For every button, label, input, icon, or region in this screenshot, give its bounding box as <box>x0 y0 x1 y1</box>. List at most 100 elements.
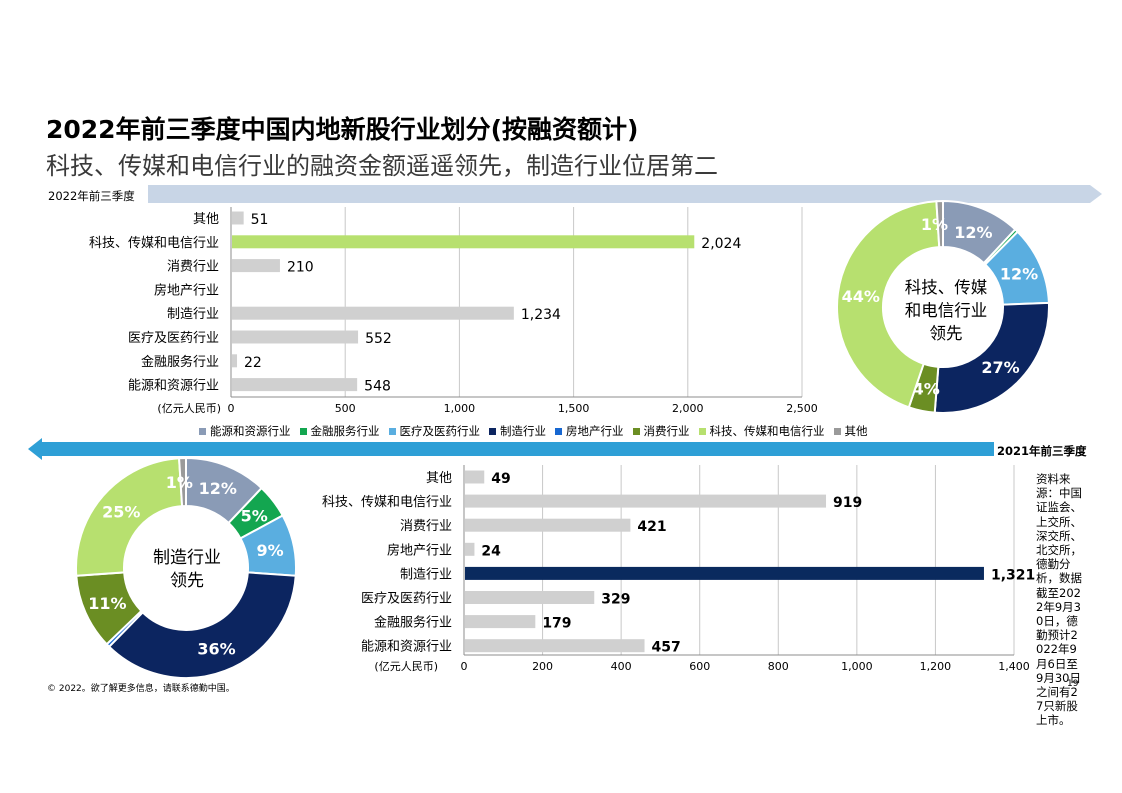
legend-swatch <box>199 427 206 435</box>
bar <box>232 211 244 225</box>
x-axis-label: (亿元人民币) <box>157 402 221 415</box>
bar <box>232 354 238 368</box>
category-label: 金融服务行业 <box>374 615 452 631</box>
bar-value-label: 179 <box>542 616 571 632</box>
bar <box>465 470 485 484</box>
bar <box>465 518 631 532</box>
x-tick-label: 800 <box>768 660 789 673</box>
donut-slice <box>933 301 1050 414</box>
bar <box>465 591 595 604</box>
legend-label: 其他 <box>844 424 868 438</box>
donut-chart-2022: 12% 12% 27% 4% 44% 1% <box>836 200 1050 414</box>
bar-value-label: 1,234 <box>521 307 561 323</box>
slice-label: 12% <box>954 223 992 242</box>
category-label: 金融服务行业 <box>141 354 219 370</box>
legend-label: 房地产行业 <box>566 424 624 438</box>
donut-slice <box>75 457 184 577</box>
legend-label: 消费行业 <box>643 424 690 438</box>
category-label: 消费行业 <box>400 519 452 534</box>
legend-swatch <box>388 427 396 435</box>
category-label: 能源和资源行业 <box>128 379 219 394</box>
legend-swatch <box>698 427 706 435</box>
donut-slice <box>107 571 297 679</box>
legend-swatch <box>299 427 307 435</box>
slice-label: 1% <box>921 215 948 234</box>
bar <box>232 378 358 392</box>
bar-value-label: 329 <box>601 592 630 608</box>
arrow-bottom-label: 2021年前三季度 <box>997 444 1087 458</box>
legend-item: 其他 <box>833 423 868 439</box>
arrow-right-shape <box>148 185 1102 203</box>
legend-label: 制造行业 <box>500 424 546 438</box>
bar-value-label: 2,024 <box>701 236 741 252</box>
arrow-banner-2022 <box>148 185 1102 203</box>
x-tick-label: 2,500 <box>786 402 818 415</box>
arrow-left-shape <box>28 438 994 460</box>
bar-value-label: 51 <box>251 212 269 228</box>
legend-label: 能源和资源行业 <box>210 424 291 438</box>
bar <box>465 615 536 629</box>
bar-value-label: 421 <box>637 519 666 535</box>
bar-value-label: 548 <box>364 379 391 395</box>
bar <box>465 566 984 580</box>
category-label: 制造行业 <box>167 307 219 322</box>
bar-value-label: 210 <box>287 260 314 276</box>
slice-label: 36% <box>197 639 235 658</box>
donut-slice <box>935 200 944 249</box>
slice-label: 4% <box>913 379 940 398</box>
slice-label: 44% <box>842 287 880 306</box>
donut-top-center-label: 科技、传媒和电信行业领先 <box>904 278 988 343</box>
legend-swatch <box>833 427 841 435</box>
legend-item: 消费行业 <box>632 423 690 439</box>
x-tick-label: 400 <box>611 660 632 673</box>
x-tick-label: 200 <box>532 660 553 673</box>
slice-label: 12% <box>199 479 237 498</box>
legend-label: 医疗及医药行业 <box>399 424 481 438</box>
bar-value-label: 919 <box>833 495 862 511</box>
legend-item: 制造行业 <box>489 423 546 439</box>
donut-bottom-center-label: 制造行业领先 <box>153 548 221 591</box>
slice-label: 12% <box>1000 265 1038 284</box>
legend-item: 能源和资源行业 <box>199 423 291 439</box>
legend-item: 金融服务行业 <box>299 423 380 439</box>
donut-chart-2021: 12%5% 9% 36% 11% 25% 1% <box>75 456 297 679</box>
donut-slice <box>836 200 941 409</box>
bar <box>465 542 475 556</box>
legend-swatch <box>489 427 496 435</box>
x-tick-label: 600 <box>689 660 710 673</box>
source-note: 资料来源：中国证监会、上交所、深交所、北交所，德勤分析，数据截至2022年9月3… <box>1036 472 1082 728</box>
bar <box>465 639 645 653</box>
legend-item: 房地产行业 <box>555 423 624 439</box>
x-tick-label: 1,200 <box>920 660 952 673</box>
category-label: 其他 <box>193 212 219 227</box>
category-label: 房地产行业 <box>387 542 452 558</box>
page-number: 19 <box>1067 679 1079 689</box>
slice-label: 5% <box>241 507 268 526</box>
legend-label: 金融服务行业 <box>310 424 380 438</box>
x-tick-label: 2,000 <box>672 402 704 415</box>
footer-copyright: © 2022。欲了解更多信息，请联系德勤中国。 <box>47 684 235 694</box>
category-label: 房地产行业 <box>154 282 219 298</box>
category-label: 能源和资源行业 <box>361 640 452 655</box>
x-tick-label: 1,000 <box>841 660 873 673</box>
category-label: 科技、传媒和电信行业 <box>322 495 452 510</box>
slice-label: 25% <box>102 502 140 521</box>
category-label: 消费行业 <box>167 260 219 275</box>
legend-item: 科技、传媒和电信行业 <box>698 423 825 439</box>
category-label: 科技、传媒和电信行业 <box>89 236 219 251</box>
x-tick-label: 1,400 <box>998 660 1030 673</box>
bar <box>465 494 827 508</box>
slice-label: 1% <box>166 473 193 492</box>
slice-label: 9% <box>256 541 283 560</box>
category-label: 医疗及医药行业 <box>128 331 219 346</box>
bar-value-label: 24 <box>481 543 501 559</box>
arrow-banner-2021 <box>28 438 994 460</box>
bar <box>232 306 514 320</box>
x-axis-label: (亿元人民币) <box>374 660 438 673</box>
x-tick-label: 0 <box>461 660 468 673</box>
category-label: 其他 <box>426 471 452 486</box>
chart-legend: 能源和资源行业 金融服务行业 医疗及医药行业 制造行业 房地产行业 消费行业 科技、传媒和电… <box>199 423 868 439</box>
bar <box>232 235 695 249</box>
